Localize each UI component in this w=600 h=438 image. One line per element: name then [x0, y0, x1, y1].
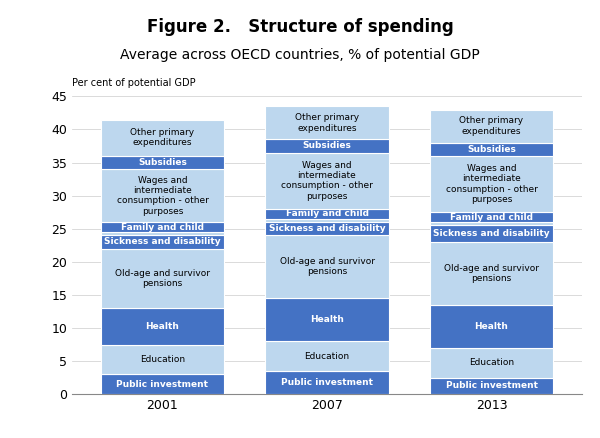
Bar — [265, 371, 389, 394]
Text: Family and child: Family and child — [121, 223, 204, 232]
Bar — [265, 139, 389, 152]
Text: Subsidies: Subsidies — [467, 145, 516, 154]
Text: Wages and
intermediate
consumption - other
purposes: Wages and intermediate consumption - oth… — [116, 176, 208, 216]
Bar — [430, 156, 553, 212]
Text: Other primary
expenditures: Other primary expenditures — [130, 128, 194, 148]
Bar — [101, 249, 224, 308]
Text: Education: Education — [140, 355, 185, 364]
Text: Old-age and survivor
pensions: Old-age and survivor pensions — [444, 264, 539, 283]
Bar — [265, 235, 389, 298]
Text: Public investment: Public investment — [116, 380, 208, 389]
Bar — [101, 235, 224, 249]
Bar — [265, 106, 389, 139]
Text: Old-age and survivor
pensions: Old-age and survivor pensions — [115, 268, 210, 288]
Text: Family and child: Family and child — [286, 209, 368, 218]
Text: Subsidies: Subsidies — [302, 141, 352, 151]
Text: Health: Health — [475, 322, 508, 331]
Bar — [101, 120, 224, 156]
Text: Public investment: Public investment — [281, 378, 373, 387]
Text: Health: Health — [310, 315, 344, 324]
Text: Education: Education — [469, 358, 514, 367]
Bar — [430, 378, 553, 394]
Bar — [101, 232, 224, 235]
Bar — [430, 348, 553, 378]
Text: Sickness and disability: Sickness and disability — [269, 224, 385, 233]
Bar — [265, 298, 389, 341]
Bar — [101, 308, 224, 345]
Bar — [430, 305, 553, 348]
Bar — [430, 226, 553, 242]
Text: Wages and
intermediate
consumption - other
purposes: Wages and intermediate consumption - oth… — [281, 161, 373, 201]
Bar — [430, 212, 553, 222]
Bar — [430, 222, 553, 226]
Text: Per cent of potential GDP: Per cent of potential GDP — [72, 78, 196, 88]
Bar — [430, 143, 553, 156]
Bar — [265, 152, 389, 209]
Text: Family and child: Family and child — [450, 213, 533, 222]
Bar — [430, 242, 553, 305]
Bar — [265, 209, 389, 219]
Text: Other primary
expenditures: Other primary expenditures — [460, 117, 524, 136]
Text: Other primary
expenditures: Other primary expenditures — [295, 113, 359, 133]
Bar — [265, 222, 389, 235]
Bar — [265, 219, 389, 222]
Bar — [101, 169, 224, 222]
Text: Education: Education — [304, 352, 350, 360]
Text: Subsidies: Subsidies — [138, 158, 187, 167]
Text: Figure 2.   Structure of spending: Figure 2. Structure of spending — [146, 18, 454, 35]
Text: Old-age and survivor
pensions: Old-age and survivor pensions — [280, 257, 374, 276]
Text: Sickness and disability: Sickness and disability — [104, 237, 221, 247]
Bar — [101, 345, 224, 374]
Bar — [430, 110, 553, 143]
Bar — [265, 341, 389, 371]
Text: Sickness and disability: Sickness and disability — [433, 229, 550, 238]
Bar — [101, 156, 224, 169]
Text: Average across OECD countries, % of potential GDP: Average across OECD countries, % of pote… — [120, 48, 480, 62]
Bar — [101, 222, 224, 232]
Text: Public investment: Public investment — [446, 381, 538, 390]
Bar — [101, 374, 224, 394]
Text: Wages and
intermediate
consumption - other
purposes: Wages and intermediate consumption - oth… — [446, 164, 538, 204]
Text: Health: Health — [146, 322, 179, 331]
